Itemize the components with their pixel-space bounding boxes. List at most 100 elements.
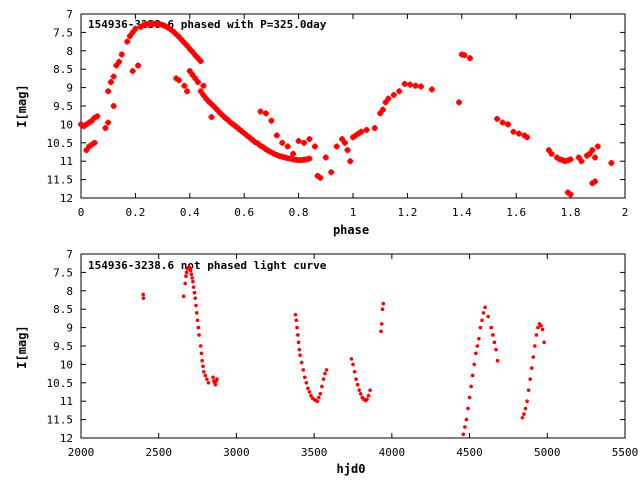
- data-point: [284, 143, 291, 150]
- data-point: [211, 375, 215, 380]
- data-point: [203, 373, 208, 378]
- data-point: [279, 139, 286, 146]
- chart-title-unphased: 154936-3238.6 not phased light curve: [88, 259, 327, 272]
- data-point: [301, 139, 308, 146]
- y-tick-label: 9: [66, 322, 73, 335]
- data-point: [105, 119, 112, 126]
- data-point: [304, 381, 309, 385]
- data-point: [184, 274, 188, 278]
- y-tick-label: 9.5: [53, 100, 73, 113]
- data-point: [494, 347, 498, 352]
- data-point: [524, 134, 531, 141]
- y-tick-label: 12: [60, 192, 73, 205]
- x-tick-label: 2: [622, 206, 629, 219]
- data-point: [184, 270, 189, 275]
- data-point: [351, 362, 355, 367]
- data-point: [412, 82, 419, 89]
- data-point: [466, 55, 473, 62]
- data-point: [358, 128, 365, 135]
- data-point: [467, 395, 472, 400]
- data-point: [317, 395, 321, 400]
- x-tick-label: 0.4: [180, 206, 200, 219]
- data-point: [324, 368, 329, 372]
- x-tick-label: 4500: [456, 446, 483, 459]
- data-point: [201, 364, 205, 369]
- x-axis-label-phase: phase: [333, 223, 369, 237]
- data-point: [456, 99, 463, 106]
- data-point: [539, 323, 543, 328]
- data-point: [298, 353, 302, 358]
- data-point: [505, 121, 512, 128]
- data-point: [183, 281, 187, 286]
- data-point: [301, 368, 306, 372]
- data-point: [141, 296, 146, 300]
- y-tick-label: 12: [60, 432, 73, 445]
- data-point: [480, 318, 484, 323]
- data-point: [567, 156, 574, 163]
- data-point: [531, 355, 536, 359]
- data-point: [489, 325, 494, 330]
- data-point: [208, 114, 215, 121]
- data-point: [315, 399, 320, 404]
- y-tick-label: 8: [66, 45, 73, 58]
- data-point: [469, 384, 473, 389]
- data-point: [381, 301, 386, 306]
- data-point: [536, 325, 540, 330]
- x-tick-label: 1.4: [452, 206, 472, 219]
- data-point: [191, 279, 195, 284]
- x-tick-label: 0.8: [289, 206, 309, 219]
- data-point: [357, 388, 362, 392]
- data-point: [347, 158, 354, 165]
- data-point: [472, 362, 477, 367]
- data-point: [341, 139, 348, 146]
- data-point: [268, 117, 275, 124]
- data-point: [135, 62, 142, 69]
- data-point: [379, 106, 386, 113]
- data-point: [499, 119, 506, 126]
- data-point: [194, 311, 199, 315]
- x-tick-label: 1.8: [561, 206, 581, 219]
- data-point: [321, 377, 326, 381]
- data-point: [542, 340, 546, 345]
- data-point: [515, 130, 522, 137]
- data-point: [510, 128, 517, 135]
- data-point: [491, 333, 495, 337]
- plot-frame: [80, 13, 626, 199]
- data-point: [363, 126, 370, 133]
- data-point: [295, 137, 302, 144]
- data-point: [520, 415, 525, 420]
- y-tick-label: 7: [66, 248, 73, 261]
- data-point: [200, 358, 205, 363]
- data-point: [200, 82, 207, 89]
- x-tick-label: 3000: [223, 446, 250, 459]
- data-point: [129, 29, 136, 36]
- data-point: [385, 95, 392, 102]
- data-point: [355, 382, 360, 387]
- data-point: [578, 158, 585, 165]
- y-axis-label-mag-top: I[mag]: [15, 84, 29, 127]
- data-point: [366, 393, 371, 398]
- data-point: [495, 358, 500, 363]
- data-point: [592, 178, 599, 185]
- data-point: [191, 285, 196, 289]
- data-point: [523, 406, 528, 411]
- data-point: [379, 329, 383, 334]
- y-tick-label: 7: [66, 8, 73, 21]
- data-point: [589, 147, 596, 154]
- data-point: [608, 160, 615, 167]
- data-point: [463, 425, 467, 429]
- y-tick-label: 9: [66, 82, 73, 95]
- x-tick-label: 2000: [68, 446, 95, 459]
- x-tick-label: 0.2: [125, 206, 145, 219]
- data-point: [94, 113, 101, 120]
- data-point: [567, 191, 574, 198]
- data-point: [91, 139, 98, 146]
- data-point: [215, 377, 219, 381]
- data-point: [181, 82, 188, 89]
- data-point: [124, 38, 131, 45]
- data-point: [529, 366, 534, 370]
- data-point: [478, 325, 483, 330]
- data-point: [428, 86, 435, 93]
- data-point: [197, 58, 204, 65]
- x-tick-label: 4000: [379, 446, 406, 459]
